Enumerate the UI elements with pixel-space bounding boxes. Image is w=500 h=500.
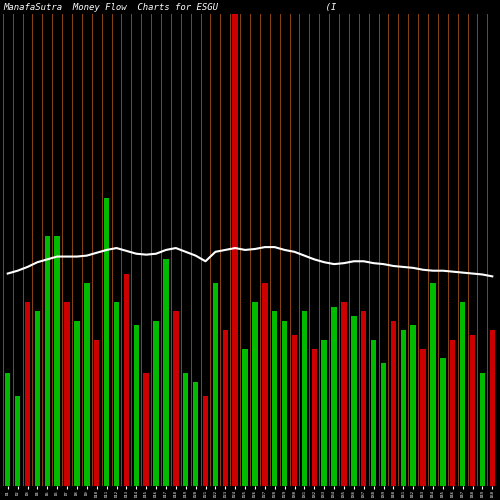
Bar [292,335,297,486]
Bar [84,283,89,486]
Text: ManafaSutra  Money Flow  Charts for ESGU                    (I                  : ManafaSutra Money Flow Charts for ESGU (… [3,3,500,12]
Bar [134,326,139,486]
Bar [232,14,238,486]
Bar [25,302,30,486]
Bar [351,316,356,486]
Bar [193,382,198,486]
Bar [480,372,485,486]
Bar [420,349,426,486]
Bar [341,302,346,486]
Bar [440,358,446,486]
Bar [400,330,406,486]
Bar [371,340,376,486]
Bar [470,335,475,486]
Bar [124,274,129,486]
Bar [34,312,40,486]
Bar [54,236,60,486]
Bar [302,312,307,486]
Bar [332,306,337,486]
Bar [94,340,100,486]
Bar [272,312,278,486]
Bar [252,302,258,486]
Bar [450,340,456,486]
Bar [15,396,20,486]
Bar [64,302,70,486]
Bar [154,320,159,486]
Bar [183,372,188,486]
Bar [361,312,366,486]
Bar [114,302,119,486]
Bar [203,396,208,486]
Bar [163,260,168,486]
Bar [222,330,228,486]
Bar [430,283,436,486]
Bar [490,330,495,486]
Bar [312,349,317,486]
Bar [381,363,386,486]
Bar [44,236,50,486]
Bar [282,320,288,486]
Bar [173,312,178,486]
Bar [460,302,466,486]
Bar [144,372,149,486]
Bar [410,326,416,486]
Bar [390,320,396,486]
Bar [74,320,80,486]
Bar [5,372,10,486]
Bar [104,198,110,486]
Bar [212,283,218,486]
Bar [262,283,268,486]
Bar [322,340,327,486]
Bar [242,349,248,486]
